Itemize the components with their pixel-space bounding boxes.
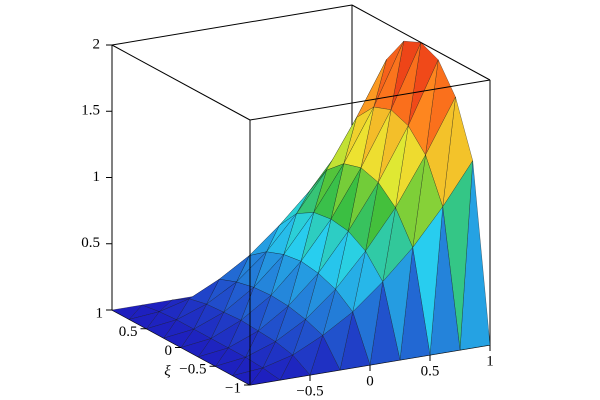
- box-edge: [111, 4, 353, 46]
- box-edge: [249, 79, 491, 121]
- box-edge: [351, 4, 491, 81]
- surface-facet: [197, 347, 229, 367]
- surface-facet: [214, 356, 247, 376]
- surface-facet: [232, 367, 264, 386]
- y-tick-label: 0: [165, 343, 173, 359]
- z-tick-label: 1.5: [81, 103, 100, 119]
- surface-facet: [128, 311, 160, 330]
- z-tick-label: 2: [93, 36, 101, 52]
- surface-facet: [145, 319, 178, 339]
- z-tick-label: 0.5: [81, 235, 100, 251]
- y-tick-label: −0.5: [179, 362, 206, 378]
- surface-facet: [111, 304, 143, 320]
- x-tick-label: 0.5: [421, 363, 440, 379]
- box-edge: [111, 44, 251, 121]
- surface-facet: [180, 338, 212, 358]
- y-axis-label: ξ: [164, 364, 171, 380]
- x-tick-label: −0.5: [296, 383, 323, 399]
- x-tick-label: 0: [366, 373, 374, 389]
- surface-facet: [163, 328, 195, 348]
- y-tick-label: −1: [225, 380, 241, 396]
- x-tick-label: 1: [486, 353, 494, 369]
- y-tick-label: 0.5: [119, 324, 138, 340]
- y-tick-label: 1: [96, 305, 104, 321]
- z-tick-label: 1: [93, 169, 101, 185]
